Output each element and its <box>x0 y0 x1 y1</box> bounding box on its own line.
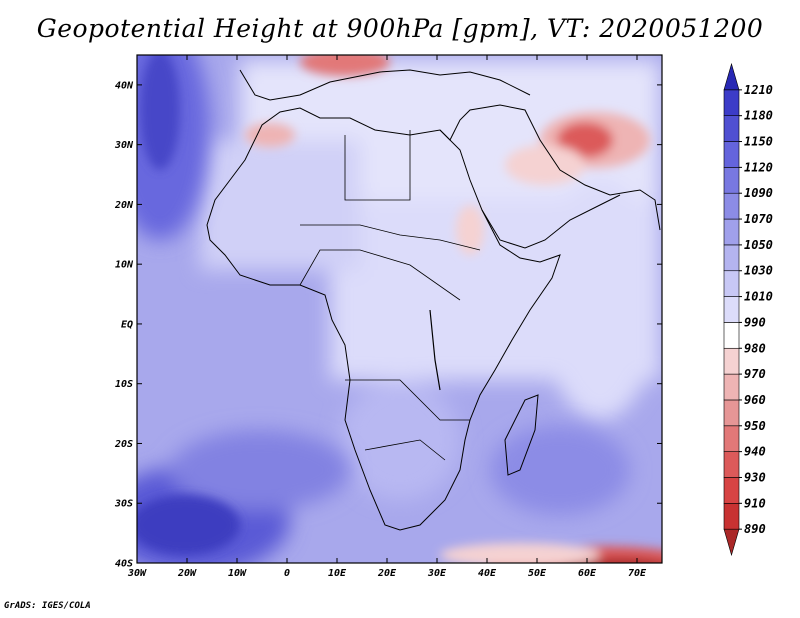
coastlines <box>206 69 661 531</box>
colorbar-segment <box>723 62 740 91</box>
colorbar-label: 990 <box>744 315 766 329</box>
lat-tick-label: 30S <box>114 499 133 510</box>
colorbar-segment <box>723 218 740 246</box>
lon-tick-label: 10E <box>328 568 347 579</box>
colorbar-label: 1030 <box>744 264 773 278</box>
colorbar-label: 1180 <box>744 109 773 123</box>
colorbar-label: 980 <box>744 341 766 355</box>
lon-tick-label: 60E <box>578 568 597 579</box>
colorbar-label: 1070 <box>744 212 773 226</box>
colorbar-segment <box>723 244 740 272</box>
colorbar-label: 1010 <box>744 290 773 304</box>
lon-tick-label: 20E <box>377 568 397 579</box>
colorbar-label: 960 <box>744 393 766 407</box>
map-frame <box>136 54 663 564</box>
colorbar-label: 930 <box>744 470 766 484</box>
map-title: Geopotential Height at 900hPa [gpm], VT:… <box>36 14 764 43</box>
lat-tick-label: 10S <box>115 379 133 390</box>
colorbar-label: 890 <box>744 522 766 536</box>
colorbar-segment <box>723 192 740 220</box>
lon-tick-label: 40E <box>478 568 497 579</box>
lon-tick-label: 10W <box>228 568 247 579</box>
colorbar-label: 1120 <box>744 160 773 174</box>
colorbar-segment <box>723 296 740 323</box>
colorbar-segment <box>723 477 740 504</box>
lat-tick-label: 20N <box>114 200 134 211</box>
lat-tick-label: 30N <box>114 140 134 151</box>
lon-tick-label: 30E <box>427 568 447 579</box>
colorbar-segment <box>723 425 740 452</box>
lon-tick-label: 50E <box>528 568 547 579</box>
lat-tick-label: 10N <box>115 260 134 271</box>
colorbar-segment <box>723 89 740 116</box>
colorbar-segment <box>723 399 740 427</box>
colorbar-segment <box>723 322 740 349</box>
lon-tick-label: 20W <box>177 568 197 579</box>
colorbar-segment <box>723 373 740 401</box>
colorbar-label: 1210 <box>744 83 773 97</box>
colorbar-segment <box>723 141 740 168</box>
lat-tick-label: EQ <box>121 319 133 330</box>
colorbar-label: 1090 <box>744 186 773 200</box>
colorbar-label: 910 <box>744 496 766 510</box>
lat-tick-label: 20S <box>114 439 133 450</box>
colorbar-label: 1150 <box>744 135 773 149</box>
colorbar-label: 950 <box>744 419 766 433</box>
colorbar-label: 1050 <box>744 238 773 252</box>
colorbar-segment <box>723 503 740 530</box>
colorbar-segment <box>723 167 740 194</box>
colorbar-segment <box>723 528 740 557</box>
colorbar-label: 940 <box>744 445 766 459</box>
colorbar-segment <box>723 270 740 297</box>
lat-tick-label: 40S <box>115 559 133 570</box>
colorbar-segment <box>723 451 740 478</box>
height-field <box>137 55 662 563</box>
lat-tick-label: 40N <box>115 80 134 91</box>
lon-tick-label: 30W <box>127 568 147 579</box>
colorbar-segment <box>723 347 740 375</box>
colorbar-segment <box>723 115 740 142</box>
lon-tick-label: 0 <box>284 568 290 579</box>
lon-tick-label: 70E <box>628 568 647 579</box>
grads-credit: GrADS: IGES/COLA <box>4 601 91 611</box>
colorbar-label: 970 <box>744 367 766 381</box>
